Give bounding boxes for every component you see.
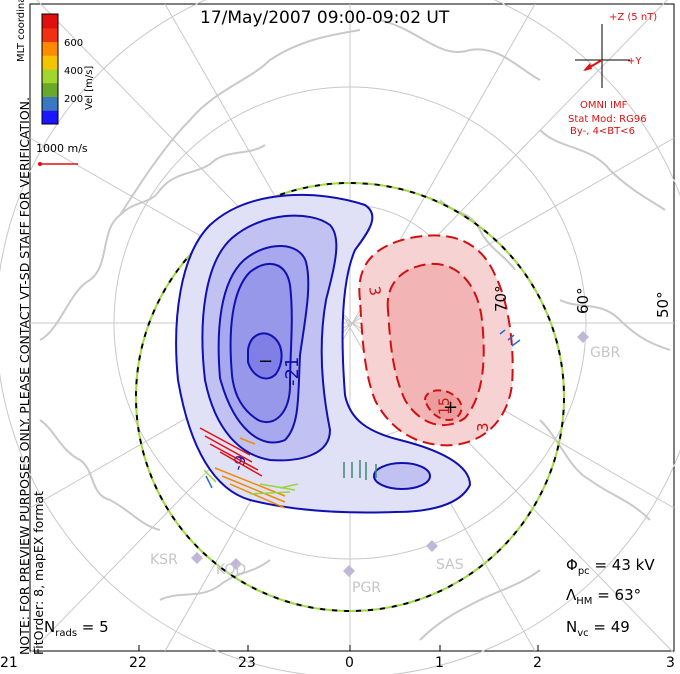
contour-pos-2 xyxy=(386,262,485,427)
hmb-green-dash xyxy=(135,182,565,612)
scale-label: 1000 m/s xyxy=(36,142,88,155)
imf-source: OMNI IMF xyxy=(580,100,628,111)
n-vc-value: 49 xyxy=(610,618,630,636)
mlt-tick-3: 3 xyxy=(666,655,675,671)
mlt-tick-22: 22 xyxy=(129,655,147,671)
lambda-hm-value: 63° xyxy=(614,586,642,604)
coords-label: MLT coordinates xyxy=(16,0,27,62)
colorbar-segment xyxy=(42,96,58,111)
mlt-tick-23: 23 xyxy=(238,655,256,671)
meridian-f xyxy=(164,3,536,652)
preview-note: NOTE: FOR PREVIEW PURPOSES ONLY. PLEASE … xyxy=(17,97,46,655)
colorbar-segment xyxy=(42,55,58,70)
mlt-tick-21: 21 xyxy=(0,655,18,671)
contour-label-pos-c: 15 xyxy=(437,397,453,415)
coastlines xyxy=(39,19,671,641)
station-ksr: KSR xyxy=(150,552,178,568)
phi-pc: Φpc = 43 kV xyxy=(566,556,655,577)
imf-clock xyxy=(575,24,630,88)
mlt-tick-1: 1 xyxy=(435,655,444,671)
preview-note-line1: NOTE: FOR PREVIEW PURPOSES ONLY. PLEASE … xyxy=(17,97,32,655)
station-gbr: GBR xyxy=(590,345,621,361)
contour-neg-5 xyxy=(247,332,283,380)
potential-max-marker: + xyxy=(443,397,458,418)
dawn-cell xyxy=(358,234,514,447)
colorbar-segment xyxy=(42,27,58,42)
imf-y-label: +Y xyxy=(627,56,642,67)
contour-neg-small xyxy=(373,462,431,490)
plot-frame xyxy=(29,3,675,652)
colorbar-segment xyxy=(42,82,58,97)
lat-label-50: 50° xyxy=(654,291,672,318)
n-rads: Nrads = 5 xyxy=(44,618,109,639)
colorbar-segment xyxy=(42,69,58,84)
colorbar-segment xyxy=(42,41,58,56)
colorbar-segment xyxy=(42,110,58,125)
n-rads-value: 5 xyxy=(99,618,109,636)
colorbar-tick-600: 600 xyxy=(64,38,84,49)
colorbar-label: Vel [m/s] xyxy=(84,65,95,110)
colorbar-segment xyxy=(42,14,58,29)
station-kod: KOD xyxy=(216,562,247,578)
colorbar-border xyxy=(41,13,59,125)
mlt-tick-0: 0 xyxy=(345,655,354,671)
lat-label-70: 70° xyxy=(492,285,510,312)
colorbar-tick-200: 200 xyxy=(64,94,84,105)
contour-label-pos-a: 3 xyxy=(365,285,384,298)
station-markers xyxy=(191,331,589,577)
contour-label-pos-b: 3 xyxy=(474,422,492,432)
phi-pc-value: 43 kV xyxy=(611,556,655,574)
mlt-ticks xyxy=(29,645,675,651)
stat-model-line1: Stat Mod: RG96 xyxy=(568,114,647,125)
colorbar-tick-400: 400 xyxy=(64,66,84,77)
preview-note-line2: FitOrder: 8, mapEX format xyxy=(31,491,46,655)
contour-pos-3 xyxy=(423,389,463,421)
lat-label-60: 60° xyxy=(574,287,592,314)
contour-label-neg-big: -21 xyxy=(282,357,303,386)
stat-model-line2: By-, 4<BT<6 xyxy=(570,126,636,137)
n-vc: Nvc = 49 xyxy=(566,618,630,639)
imf-z-label: +Z (5 nT) xyxy=(609,12,658,23)
map-title: 17/May/2007 09:00-09:02 UT xyxy=(200,8,450,28)
colorbar xyxy=(41,13,59,125)
dusk-cell xyxy=(175,193,472,514)
scale-vector-origin xyxy=(38,162,42,166)
velocity-vectors xyxy=(199,329,521,509)
mlt-tick-2: 2 xyxy=(533,655,542,671)
station-pgr: PGR xyxy=(352,580,382,596)
station-sas: SAS xyxy=(436,557,464,573)
lambda-hm: ΛHM = 63° xyxy=(566,586,642,607)
potential-min-marker: − xyxy=(258,351,273,372)
